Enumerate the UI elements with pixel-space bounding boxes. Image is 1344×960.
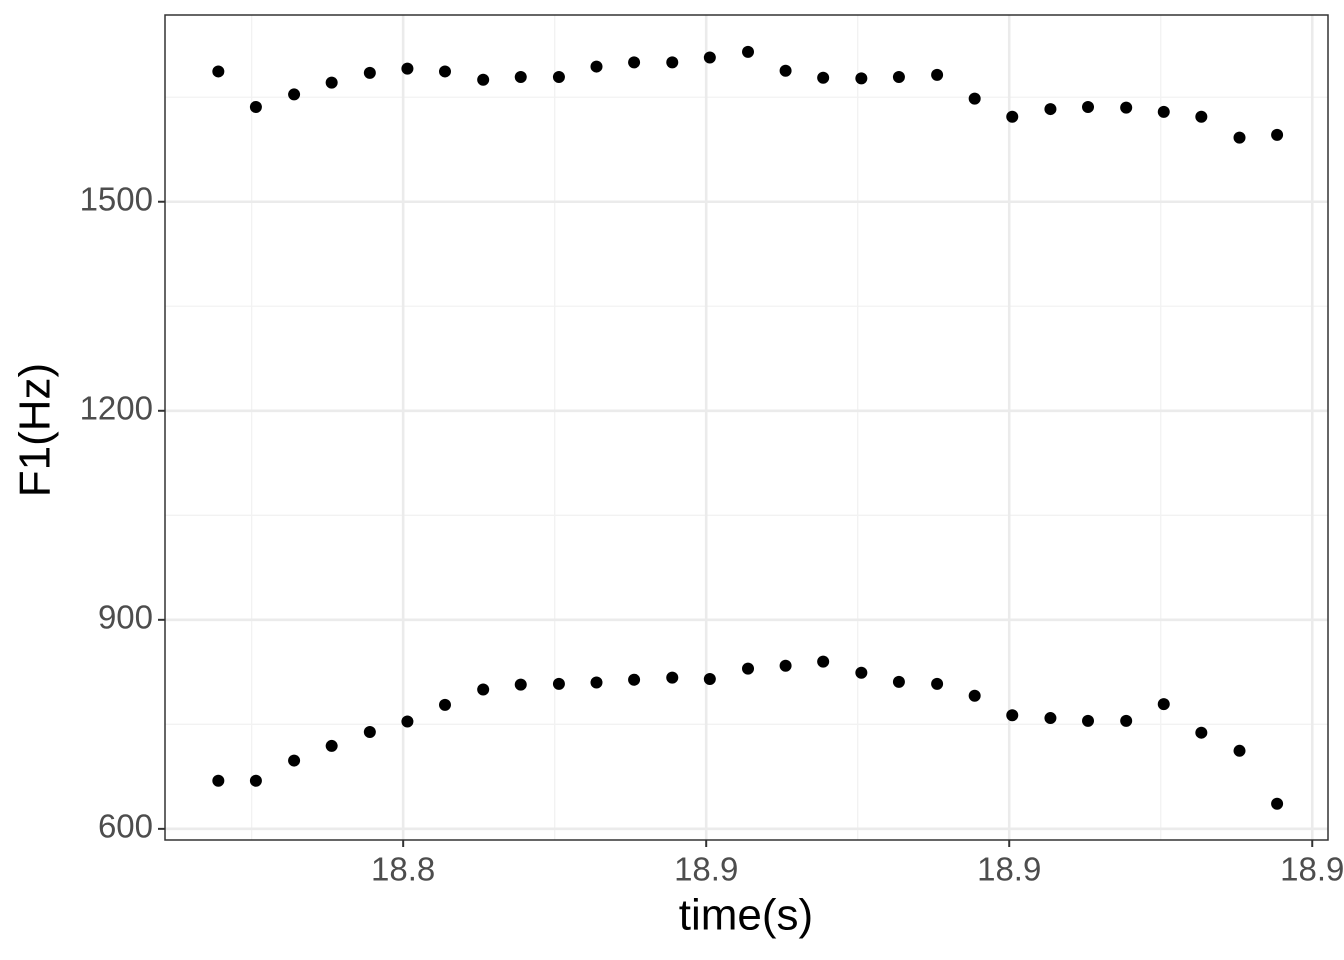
point: [552, 71, 565, 84]
point: [742, 662, 755, 675]
y-tick-label: 1200: [80, 389, 153, 426]
point: [892, 71, 905, 84]
plot-border: [164, 14, 1329, 841]
point: [1157, 698, 1170, 711]
y-axis-label: F1(Hz): [11, 363, 60, 497]
point: [1271, 797, 1284, 810]
point: [1082, 100, 1095, 113]
point: [288, 754, 301, 767]
point: [212, 774, 225, 787]
point: [477, 683, 490, 696]
point: [249, 100, 262, 113]
point: [1006, 709, 1019, 722]
point: [703, 673, 716, 686]
point: [1044, 712, 1057, 725]
point: [325, 739, 338, 752]
point: [1233, 744, 1246, 757]
point: [288, 88, 301, 101]
point: [628, 56, 641, 69]
point: [892, 675, 905, 688]
point: [590, 60, 603, 73]
point: [855, 666, 868, 679]
point: [1195, 110, 1208, 123]
point: [628, 673, 641, 686]
point: [514, 71, 527, 84]
point: [742, 45, 755, 58]
point: [514, 678, 527, 691]
point: [703, 51, 716, 64]
point: [552, 677, 565, 690]
x-axis-label: time(s): [679, 891, 813, 940]
x-tick-label: 18.9: [1280, 851, 1344, 888]
point: [855, 72, 868, 85]
point: [438, 698, 451, 711]
point: [1120, 714, 1133, 727]
point: [1271, 128, 1284, 141]
point: [401, 715, 414, 728]
point: [968, 689, 981, 702]
point: [325, 76, 338, 89]
point: [1006, 110, 1019, 123]
point: [1195, 726, 1208, 739]
point: [666, 671, 679, 684]
point: [363, 725, 376, 738]
point: [212, 65, 225, 78]
x-tick-label: 18.9: [977, 851, 1041, 888]
point: [401, 62, 414, 75]
point: [1120, 101, 1133, 114]
point: [779, 64, 792, 77]
x-tick-label: 18.9: [674, 851, 738, 888]
point: [438, 65, 451, 78]
point: [249, 774, 262, 787]
y-tick-label: 900: [98, 599, 153, 636]
point: [931, 677, 944, 690]
point: [779, 659, 792, 672]
point: [817, 71, 830, 84]
point: [590, 676, 603, 689]
point: [968, 92, 981, 105]
point: [1233, 131, 1246, 144]
point: [1157, 105, 1170, 118]
point: [666, 56, 679, 69]
point: [817, 655, 830, 668]
point: [931, 68, 944, 81]
y-tick-label: 600: [98, 808, 153, 845]
point: [477, 73, 490, 86]
point: [1082, 714, 1095, 727]
x-tick-label: 18.8: [371, 851, 435, 888]
y-tick-label: 1500: [80, 180, 153, 217]
point: [1044, 103, 1057, 116]
point: [363, 66, 376, 79]
